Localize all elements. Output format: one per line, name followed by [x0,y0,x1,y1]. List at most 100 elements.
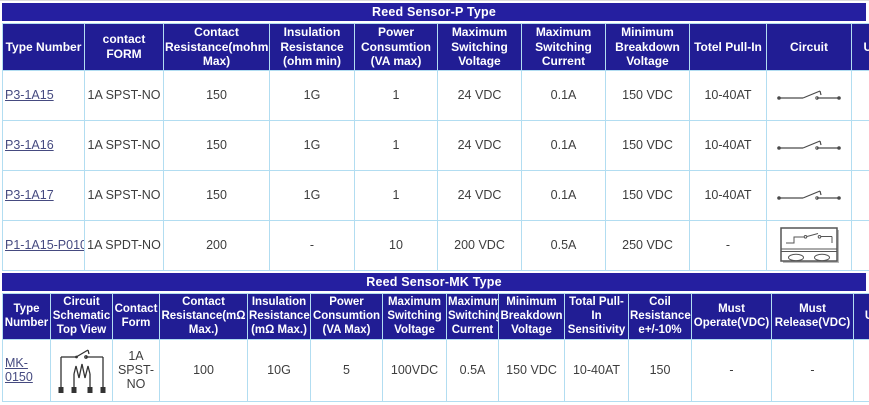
cell-ul [851,69,869,121]
cell-min-breakdown-voltage: 150 VDC [605,69,690,121]
cell-max-switching-voltage: 24 VDC [437,119,522,171]
cell-insulation-resistance: 1G [269,69,355,121]
col-header-ul: UL [851,23,869,71]
cell-ul [853,338,869,402]
table-row: MK-0150 [2,338,869,402]
col-header-max-switching-current: Maximum Switching Current [521,23,606,71]
cell-ul [851,119,869,171]
cell-max-switching-voltage: 200 VDC [437,219,522,271]
cell-total-pull-in-sensitivity: 10-40AT [564,338,629,402]
cell-circuit [766,219,852,271]
col-header-insulation-resistance: Insulation Resistance (ohm min) [269,23,355,71]
cell-power-consumption: 1 [354,69,438,121]
cell-contact-form: 1A SPST-NO [84,69,164,121]
cell-min-breakdown-voltage: 150 VDC [605,169,690,221]
col-header-circuit-schematic: Circuit Schematic Top View [50,292,113,340]
cell-contact-form: 1A SPST-NO [84,169,164,221]
p-type-header-row: Type Number contact FORM Contact Resista… [2,23,869,71]
cell-must-release: - [771,338,854,402]
cell-insulation-resistance: 1G [269,119,355,171]
col-header-max-switching-voltage: Maximum Switching Voltage [382,292,447,340]
cell-contact-form: 1A SPST-NO [84,119,164,171]
cell-ul [851,219,869,271]
cell-contact-form: 1A SPDT-NO [84,219,164,271]
col-header-power-consumption: Power Consumtion (VA max) [354,23,438,71]
cell-max-switching-current: 0.1A [521,169,606,221]
part-link-p3-1a17[interactable]: P3-1A17 [5,188,54,203]
cell-coil-resistance: 150 [628,338,692,402]
col-header-coil-resistance: Coil Resistance e+/-10% [628,292,692,340]
col-header-max-switching-voltage: Maximum Switching Voltage [437,23,522,71]
part-link-p3-1a15[interactable]: P3-1A15 [5,88,54,103]
table-row: P1-1A15-P010 1A SPDT-NO 200 - 10 200 VDC… [2,219,869,271]
col-header-ul: UL [853,292,869,340]
col-header-total-pull-in: Totel Pull-In [689,23,767,71]
mk-type-header-row: Type Number Circuit Schematic Top View C… [2,292,869,340]
cell-max-switching-current: 0.1A [521,69,606,121]
col-header-contact-resistance: Contact Resistance(mohm Max) [163,23,270,71]
col-header-must-operate: Must Operate(VDC) [691,292,772,340]
cell-ul [851,169,869,221]
mk-type-spec-table: Type Number Circuit Schematic Top View C… [2,292,869,402]
cell-max-switching-voltage: 24 VDC [437,69,522,121]
cell-total-pull-in: 10-40AT [689,119,767,171]
col-header-total-pull-in-sensitivity: Total Pull-In Sensitivity [564,292,629,340]
cell-max-switching-current: 0.5A [446,338,499,402]
cell-type-number: P3-1A17 [2,169,85,221]
cell-contact-form: 1A SPST-NO [112,338,160,402]
p-type-spec-table: Type Number contact FORM Contact Resista… [2,23,869,271]
cell-max-switching-voltage: 24 VDC [437,169,522,221]
col-header-must-release: Must Release(VDC) [771,292,854,340]
part-link-mk-0150[interactable]: MK-0150 [5,356,33,385]
cell-contact-resistance: 150 [163,119,270,171]
cell-circuit [766,169,852,221]
cell-circuit-schematic [50,338,113,402]
table-row: P3-1A16 1A SPST-NO 150 1G 1 24 VDC 0.1A … [2,119,869,171]
cell-max-switching-current: 0.5A [521,219,606,271]
cell-total-pull-in: - [689,219,767,271]
part-link-p1-1a15-p010[interactable]: P1-1A15-P010 [5,238,85,253]
col-header-max-switching-current: Maximum Switching Current [446,292,499,340]
cell-must-operate: - [691,338,772,402]
cell-power-consumption: 5 [310,338,383,402]
cell-contact-resistance: 150 [163,69,270,121]
spst-no-switch-icon [773,136,845,154]
cell-contact-resistance: 150 [163,169,270,221]
sensor-package-icon [776,223,842,267]
cell-insulation-resistance: 10G [247,338,311,402]
reed-relay-schematic-icon [53,344,111,396]
col-header-min-breakdown-voltage: Minimum Breakdown Voltage [498,292,565,340]
cell-power-consumption: 10 [354,219,438,271]
spst-no-switch-icon [773,86,845,104]
cell-min-breakdown-voltage: 250 VDC [605,219,690,271]
cell-insulation-resistance: 1G [269,169,355,221]
cell-insulation-resistance: - [269,219,355,271]
part-link-p3-1a16[interactable]: P3-1A16 [5,138,54,153]
cell-max-switching-voltage: 100VDC [382,338,447,402]
cell-min-breakdown-voltage: 150 VDC [605,119,690,171]
cell-circuit [766,119,852,171]
cell-max-switching-current: 0.1A [521,119,606,171]
spst-no-switch-icon [773,186,845,204]
cell-type-number: MK-0150 [2,338,51,402]
col-header-type-number: Type Number [2,292,51,340]
col-header-insulation-resistance: Insulation Resistance (mΩ Max.) [247,292,311,340]
col-header-contact-resistance: Contact Resistance(mΩ Max.) [159,292,248,340]
cell-total-pull-in: 10-40AT [689,69,767,121]
col-header-contact-form: contact FORM [84,23,164,71]
col-header-contact-form: Contact Form [112,292,160,340]
cell-contact-resistance: 200 [163,219,270,271]
cell-type-number: P3-1A16 [2,119,85,171]
cell-total-pull-in: 10-40AT [689,169,767,221]
cell-type-number: P1-1A15-P010 [2,219,85,271]
col-header-circuit: Circuit [766,23,852,71]
cell-contact-resistance: 100 [159,338,248,402]
table-row: P3-1A17 1A SPST-NO 150 1G 1 24 VDC 0.1A … [2,169,869,221]
table-title-p-type: Reed Sensor-P Type [2,3,866,21]
table-title-mk-type: Reed Sensor-MK Type [2,272,866,291]
col-header-min-breakdown-voltage: Minimum Breakdown Voltage [605,23,690,71]
table-row: P3-1A15 1A SPST-NO 150 1G 1 24 VDC 0.1A … [2,69,869,121]
col-header-type-number: Type Number [2,23,85,71]
cell-type-number: P3-1A15 [2,69,85,121]
